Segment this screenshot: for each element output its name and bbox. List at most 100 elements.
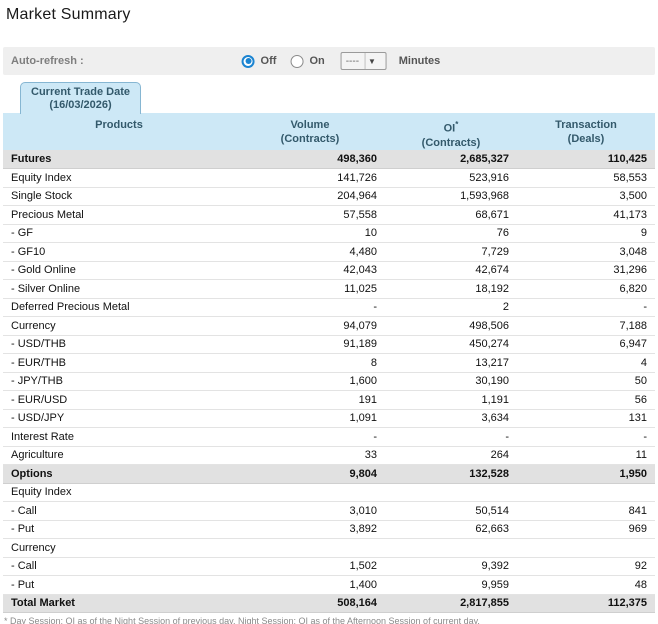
product-name-cell: - Put bbox=[3, 575, 235, 595]
transaction-cell: 3,500 bbox=[517, 187, 655, 206]
product-name-cell: Precious Metal bbox=[3, 205, 235, 225]
column-header-products: Products bbox=[3, 113, 235, 150]
volume-cell: 33 bbox=[235, 446, 385, 465]
oi-cell: 62,663 bbox=[385, 520, 517, 539]
table-row: - EUR/THB 8 13,217 4 bbox=[3, 353, 655, 373]
oi-cell: 9,959 bbox=[385, 575, 517, 595]
table-row: Options 9,804 132,528 1,950 bbox=[3, 464, 655, 484]
table-row: - JPY/THB 1,600 30,190 50 bbox=[3, 372, 655, 391]
product-name-cell: - Gold Online bbox=[3, 261, 235, 280]
product-name-cell: - Call bbox=[3, 557, 235, 576]
transaction-cell: 92 bbox=[517, 557, 655, 576]
table-header: Products Volume (Contracts) OI* (Contrac… bbox=[3, 113, 655, 150]
oi-cell bbox=[385, 483, 517, 502]
minutes-select-value: ---- bbox=[345, 55, 360, 67]
table-row: - GF 10 76 9 bbox=[3, 224, 655, 243]
product-name-cell: Equity Index bbox=[3, 483, 235, 502]
product-name-cell: Currency bbox=[3, 316, 235, 336]
table-row: - EUR/USD 191 1,191 56 bbox=[3, 390, 655, 410]
product-name-cell: - USD/THB bbox=[3, 335, 235, 354]
product-name-cell: Equity Index bbox=[3, 168, 235, 188]
volume-cell: 9,804 bbox=[235, 464, 385, 484]
auto-refresh-off-radio[interactable] bbox=[241, 54, 255, 68]
volume-cell: 94,079 bbox=[235, 316, 385, 336]
table-row: Total Market 508,164 2,817,855 112,375 bbox=[3, 594, 655, 613]
transaction-cell: 6,947 bbox=[517, 335, 655, 354]
tab-line2: (16/03/2026) bbox=[49, 99, 112, 111]
auto-refresh-label: Auto-refresh : bbox=[11, 55, 84, 67]
oi-cell: 523,916 bbox=[385, 168, 517, 188]
transaction-cell: 112,375 bbox=[517, 594, 655, 613]
oi-cell: 68,671 bbox=[385, 205, 517, 225]
oi-cell: 42,674 bbox=[385, 261, 517, 280]
product-name-cell: Interest Rate bbox=[3, 427, 235, 447]
transaction-cell: 31,296 bbox=[517, 261, 655, 280]
product-name-cell: - Put bbox=[3, 520, 235, 539]
oi-footnote-marker: * bbox=[455, 120, 459, 129]
table-row: - GF10 4,480 7,729 3,048 bbox=[3, 242, 655, 262]
transaction-cell: 6,820 bbox=[517, 279, 655, 299]
volume-cell: 508,164 bbox=[235, 594, 385, 613]
table-row: - Gold Online 42,043 42,674 31,296 bbox=[3, 261, 655, 280]
product-name-cell: - Call bbox=[3, 501, 235, 521]
product-name-cell: - EUR/USD bbox=[3, 390, 235, 410]
chevron-down-icon: ▼ bbox=[364, 53, 379, 69]
volume-cell: 8 bbox=[235, 353, 385, 373]
auto-refresh-controls: Off On ---- ▼ Minutes bbox=[241, 52, 441, 70]
product-name-cell: - GF10 bbox=[3, 242, 235, 262]
column-header-transaction: Transaction (Deals) bbox=[517, 113, 655, 150]
oi-cell: 9,392 bbox=[385, 557, 517, 576]
table-row: Interest Rate - - - bbox=[3, 427, 655, 447]
volume-cell: - bbox=[235, 427, 385, 447]
table-row: - USD/THB 91,189 450,274 6,947 bbox=[3, 335, 655, 354]
product-name-cell: - JPY/THB bbox=[3, 372, 235, 391]
column-header-oi: OI* (Contracts) bbox=[385, 113, 517, 150]
auto-refresh-bar: Auto-refresh : Off On ---- ▼ Minutes bbox=[3, 47, 655, 75]
oi-cell: 50,514 bbox=[385, 501, 517, 521]
auto-refresh-on-radio[interactable] bbox=[290, 54, 304, 68]
table-row: Single Stock 204,964 1,593,968 3,500 bbox=[3, 187, 655, 206]
tab-line1: Current Trade Date bbox=[31, 86, 131, 98]
transaction-cell: 131 bbox=[517, 409, 655, 428]
volume-cell: 10 bbox=[235, 224, 385, 243]
column-header-volume: Volume (Contracts) bbox=[235, 113, 385, 150]
table-row: Deferred Precious Metal - 2 - bbox=[3, 298, 655, 317]
oi-cell: 7,729 bbox=[385, 242, 517, 262]
table-row: - Call 1,502 9,392 92 bbox=[3, 557, 655, 576]
transaction-cell: - bbox=[517, 298, 655, 317]
product-name-cell: Futures bbox=[3, 150, 235, 169]
minutes-select[interactable]: ---- ▼ bbox=[340, 52, 387, 70]
tab-current-trade-date[interactable]: Current Trade Date (16/03/2026) bbox=[20, 82, 142, 114]
transaction-cell: 1,950 bbox=[517, 464, 655, 484]
table-row: Precious Metal 57,558 68,671 41,173 bbox=[3, 205, 655, 225]
transaction-cell bbox=[517, 483, 655, 502]
transaction-cell: 50 bbox=[517, 372, 655, 391]
product-name-cell: - Silver Online bbox=[3, 279, 235, 299]
oi-cell: 2,817,855 bbox=[385, 594, 517, 613]
transaction-cell: - bbox=[517, 427, 655, 447]
transaction-cell: 3,048 bbox=[517, 242, 655, 262]
product-name-cell: Single Stock bbox=[3, 187, 235, 206]
volume-cell: 141,726 bbox=[235, 168, 385, 188]
product-name-cell: Total Market bbox=[3, 594, 235, 613]
product-name-cell: - USD/JPY bbox=[3, 409, 235, 428]
volume-cell: 204,964 bbox=[235, 187, 385, 206]
product-name-cell: Currency bbox=[3, 538, 235, 558]
oi-cell: - bbox=[385, 427, 517, 447]
oi-cell: 18,192 bbox=[385, 279, 517, 299]
minutes-label: Minutes bbox=[398, 55, 441, 67]
product-name-cell: - GF bbox=[3, 224, 235, 243]
table-footnote: * Day Session: OI as of the Night Sessio… bbox=[4, 616, 480, 624]
volume-cell: 4,480 bbox=[235, 242, 385, 262]
volume-cell: 3,010 bbox=[235, 501, 385, 521]
market-summary-table: Products Volume (Contracts) OI* (Contrac… bbox=[3, 113, 655, 613]
oi-cell: 132,528 bbox=[385, 464, 517, 484]
oi-cell: 450,274 bbox=[385, 335, 517, 354]
table-row: Currency 94,079 498,506 7,188 bbox=[3, 316, 655, 336]
volume-cell: 1,091 bbox=[235, 409, 385, 428]
volume-cell bbox=[235, 483, 385, 502]
table-row: - Silver Online 11,025 18,192 6,820 bbox=[3, 279, 655, 299]
volume-cell: 1,400 bbox=[235, 575, 385, 595]
transaction-cell: 969 bbox=[517, 520, 655, 539]
